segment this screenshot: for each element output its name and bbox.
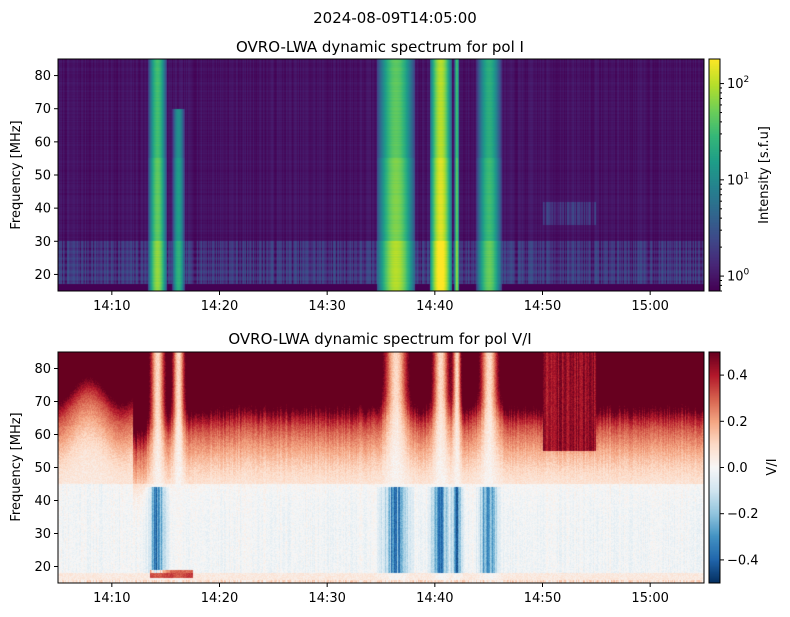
x-tick-label: 14:40 — [416, 299, 453, 314]
y-tick-label: 70 — [34, 102, 51, 117]
y-tick-label: 40 — [34, 202, 51, 217]
colorbar-tick-label: 0.4 — [727, 369, 748, 384]
colorbar-tick-label: −0.4 — [727, 553, 759, 568]
x-tick-label: 15:00 — [631, 299, 668, 314]
colorbar-tick-label: 102 — [727, 75, 749, 92]
x-tick-label: 14:30 — [308, 299, 345, 314]
x-tick-label: 14:10 — [93, 299, 130, 314]
spectrum-i-heatmap — [58, 59, 704, 291]
x-tick-label: 14:20 — [201, 591, 238, 606]
colorbar-vi-label: V/I — [765, 458, 780, 475]
colorbar-vi-axis: 0.4 0.2 0.0 −0.2 −0.4 — [720, 369, 759, 568]
x-tick-label: 14:20 — [201, 299, 238, 314]
figure-suptitle: 2024-08-09T14:05:00 — [313, 9, 477, 27]
y-tick-label: 20 — [34, 268, 51, 283]
y-tick-label: 70 — [34, 395, 51, 410]
y-tick-label: 30 — [34, 527, 51, 542]
y-tick-label: 50 — [34, 169, 51, 184]
x-tick-label: 14:40 — [416, 591, 453, 606]
y-tick-label: 30 — [34, 235, 51, 250]
panel-vi-ylabel: Frequency [MHz] — [9, 412, 24, 521]
y-tick-label: 50 — [34, 461, 51, 476]
colorbar-intensity — [709, 59, 720, 291]
panel-i-ylabel: Frequency [MHz] — [9, 120, 24, 229]
x-tick-label: 14:50 — [524, 299, 561, 314]
colorbar-intensity-label: Intensity [s.f.u] — [757, 126, 772, 224]
y-tick-label: 80 — [34, 362, 51, 377]
x-tick-label: 14:50 — [524, 591, 561, 606]
colorbar-intensity-frame — [708, 58, 721, 292]
y-tick-label: 20 — [34, 560, 51, 575]
colorbar-tick-label: 0.0 — [727, 461, 748, 476]
x-tick-label: 14:10 — [93, 591, 130, 606]
panel-stokes-vi: OVRO-LWA dynamic spectrum for pol V/I 14… — [9, 330, 780, 606]
colorbar-intensity-axis: 100 101 102 — [720, 75, 750, 292]
colorbar-tick-label: 100 — [727, 268, 750, 285]
y-tick-label: 60 — [34, 135, 51, 150]
panel-vi-title: OVRO-LWA dynamic spectrum for pol V/I — [228, 330, 531, 348]
colorbar-vi — [709, 352, 720, 583]
panel-stokes-i: OVRO-LWA dynamic spectrum for pol I 14:1… — [9, 38, 772, 314]
colorbar-tick-label: −0.2 — [727, 507, 759, 522]
x-tick-label: 14:30 — [308, 591, 345, 606]
panel-i-axes: 14:10 14:20 14:30 14:40 14:50 15:00 20 30 40 50 60… — [34, 69, 668, 314]
colorbar-tick-label: 101 — [727, 171, 749, 188]
panel-vi-axes: 14:10 14:20 14:30 14:40 14:50 15:00 20 30 40 50 60… — [34, 362, 668, 606]
spectrum-vi-heatmap — [58, 352, 704, 583]
colorbar-tick-label: 0.2 — [727, 415, 748, 430]
y-tick-label: 80 — [34, 69, 51, 84]
panel-i-title: OVRO-LWA dynamic spectrum for pol I — [236, 38, 524, 56]
y-tick-label: 40 — [34, 494, 51, 509]
y-tick-label: 60 — [34, 428, 51, 443]
x-tick-label: 15:00 — [631, 591, 668, 606]
